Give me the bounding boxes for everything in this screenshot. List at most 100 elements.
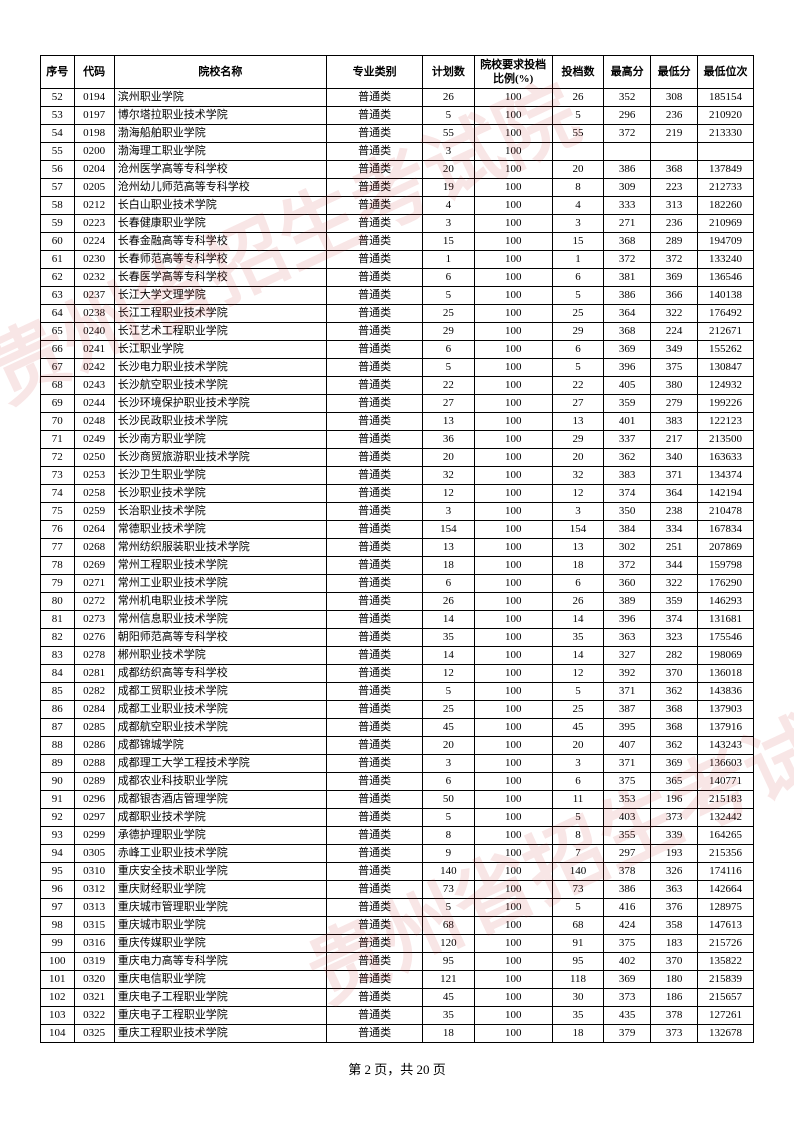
cell-major: 普通类 [327, 575, 423, 593]
table-row: 760264常德职业技术学院普通类154100154384334167834 [41, 521, 754, 539]
cell-major: 普通类 [327, 593, 423, 611]
cell-code: 0285 [74, 719, 114, 737]
cell-rank: 122123 [698, 413, 754, 431]
cell-ratio: 100 [474, 719, 552, 737]
cell-rank: 132442 [698, 809, 754, 827]
cell-major: 普通类 [327, 233, 423, 251]
cell-high: 435 [604, 1007, 651, 1025]
table-row: 650240长江艺术工程职业学院普通类2910029368224212671 [41, 323, 754, 341]
cell-tou: 5 [552, 107, 603, 125]
cell-ratio: 100 [474, 953, 552, 971]
cell-tou: 55 [552, 125, 603, 143]
cell-low: 196 [651, 791, 698, 809]
cell-major: 普通类 [327, 431, 423, 449]
cell-major: 普通类 [327, 809, 423, 827]
cell-low: 369 [651, 269, 698, 287]
cell-name: 成都农业科技职业学院 [114, 773, 326, 791]
cell-major: 普通类 [327, 845, 423, 863]
cell-ratio: 100 [474, 161, 552, 179]
cell-seq: 60 [41, 233, 75, 251]
cell-high: 403 [604, 809, 651, 827]
th-name: 院校名称 [114, 56, 326, 89]
cell-rank: 140138 [698, 287, 754, 305]
cell-tou: 68 [552, 917, 603, 935]
cell-seq: 85 [41, 683, 75, 701]
cell-name: 重庆电子工程职业学院 [114, 989, 326, 1007]
cell-ratio: 100 [474, 971, 552, 989]
cell-ratio: 100 [474, 557, 552, 575]
cell-high: 309 [604, 179, 651, 197]
cell-low: 362 [651, 737, 698, 755]
cell-low: 219 [651, 125, 698, 143]
cell-high: 359 [604, 395, 651, 413]
cell-ratio: 100 [474, 593, 552, 611]
cell-rank: 137903 [698, 701, 754, 719]
cell-major: 普通类 [327, 629, 423, 647]
table-row: 710249长沙南方职业学院普通类3610029337217213500 [41, 431, 754, 449]
cell-code: 0224 [74, 233, 114, 251]
cell-major: 普通类 [327, 323, 423, 341]
cell-plan: 18 [423, 1025, 474, 1043]
cell-high: 369 [604, 341, 651, 359]
cell-seq: 89 [41, 755, 75, 773]
cell-seq: 84 [41, 665, 75, 683]
cell-tou: 73 [552, 881, 603, 899]
cell-name: 郴州职业技术学院 [114, 647, 326, 665]
cell-plan: 18 [423, 557, 474, 575]
cell-tou: 118 [552, 971, 603, 989]
cell-seq: 57 [41, 179, 75, 197]
cell-tou: 14 [552, 611, 603, 629]
cell-code: 0250 [74, 449, 114, 467]
cell-low: 183 [651, 935, 698, 953]
cell-rank: 210920 [698, 107, 754, 125]
cell-code: 0296 [74, 791, 114, 809]
cell-seq: 52 [41, 89, 75, 107]
cell-low: 378 [651, 1007, 698, 1025]
cell-seq: 83 [41, 647, 75, 665]
cell-major: 普通类 [327, 197, 423, 215]
cell-rank: 213500 [698, 431, 754, 449]
cell-rank: 215657 [698, 989, 754, 1007]
cell-tou: 18 [552, 557, 603, 575]
cell-code: 0271 [74, 575, 114, 593]
cell-ratio: 100 [474, 431, 552, 449]
cell-name: 滨州职业学院 [114, 89, 326, 107]
cell-rank: 210969 [698, 215, 754, 233]
cell-ratio: 100 [474, 647, 552, 665]
cell-low: 383 [651, 413, 698, 431]
cell-plan: 26 [423, 89, 474, 107]
cell-code: 0238 [74, 305, 114, 323]
cell-plan: 6 [423, 575, 474, 593]
cell-code: 0315 [74, 917, 114, 935]
cell-low: 370 [651, 665, 698, 683]
cell-high: 375 [604, 773, 651, 791]
cell-low: 289 [651, 233, 698, 251]
cell-tou: 4 [552, 197, 603, 215]
cell-name: 成都航空职业技术学院 [114, 719, 326, 737]
cell-major: 普通类 [327, 485, 423, 503]
cell-code: 0197 [74, 107, 114, 125]
table-row: 900289成都农业科技职业学院普通类61006375365140771 [41, 773, 754, 791]
table-row: 600224长春金融高等专科学校普通类1510015368289194709 [41, 233, 754, 251]
cell-low: 358 [651, 917, 698, 935]
cell-rank: 155262 [698, 341, 754, 359]
cell-name: 长春金融高等专科学校 [114, 233, 326, 251]
cell-name: 承德护理职业学院 [114, 827, 326, 845]
cell-ratio: 100 [474, 863, 552, 881]
cell-code: 0284 [74, 701, 114, 719]
cell-rank: 210478 [698, 503, 754, 521]
cell-ratio: 100 [474, 503, 552, 521]
cell-name: 成都锦城学院 [114, 737, 326, 755]
cell-tou: 91 [552, 935, 603, 953]
cell-code: 0320 [74, 971, 114, 989]
cell-rank: 174116 [698, 863, 754, 881]
cell-name: 常德职业技术学院 [114, 521, 326, 539]
cell-ratio: 100 [474, 467, 552, 485]
cell-tou: 8 [552, 827, 603, 845]
cell-code: 0299 [74, 827, 114, 845]
th-code: 代码 [74, 56, 114, 89]
cell-code: 0268 [74, 539, 114, 557]
cell-seq: 80 [41, 593, 75, 611]
cell-rank: 199226 [698, 395, 754, 413]
cell-rank: 142194 [698, 485, 754, 503]
